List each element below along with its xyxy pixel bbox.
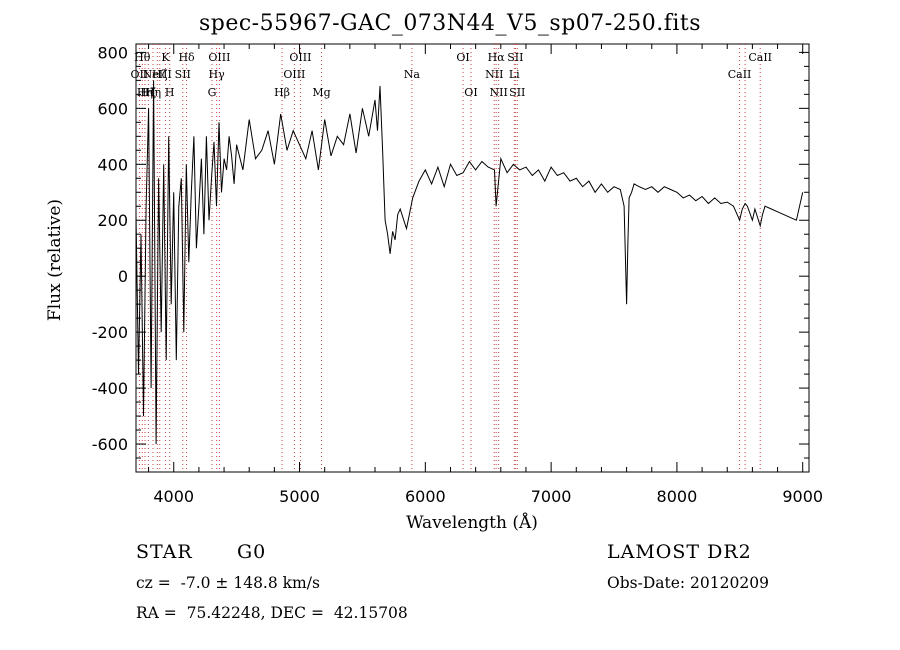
y-tick-label: -600 — [92, 435, 128, 454]
line-label: SII — [175, 68, 191, 81]
x-tick-label: 6000 — [405, 487, 446, 506]
x-tick-label: 7000 — [531, 487, 572, 506]
x-tick-label: 9000 — [782, 487, 823, 506]
coords-text: RA = 75.42248, DEC = 42.15708 — [136, 604, 408, 622]
y-tick-label: 800 — [97, 43, 128, 62]
spectrum-line — [135, 80, 804, 445]
line-label: CaII — [728, 68, 752, 81]
x-tick-label: 5000 — [279, 487, 320, 506]
line-label: Hζ — [152, 68, 168, 81]
line-label: OIII — [289, 51, 311, 64]
y-axis-label: Flux (relative) — [45, 199, 65, 321]
line-label: Na — [404, 68, 421, 81]
line-label: G — [208, 86, 217, 99]
plot-frame — [135, 43, 810, 473]
line-label: Li — [509, 68, 520, 81]
object-subclass: G0 — [237, 541, 267, 563]
obs-date-text: Obs-Date: 20120209 — [607, 574, 769, 592]
y-tick-label: 600 — [97, 99, 128, 118]
survey-label: LAMOST DR2 — [607, 541, 752, 563]
spectral-line-markers — [138, 44, 761, 472]
redshift-text: cz = -7.0 ± 148.8 km/s — [136, 574, 320, 592]
y-tick-label: 0 — [118, 267, 128, 286]
x-tick-label: 4000 — [153, 487, 194, 506]
x-axis-label: Wavelength (Å) — [406, 512, 538, 533]
line-label: K — [161, 51, 170, 64]
line-label: Hβ — [274, 86, 290, 99]
line-label: NeIII — [143, 68, 172, 81]
line-label: OI — [456, 51, 469, 64]
line-label: H — [165, 86, 175, 99]
line-label: Hγ — [209, 68, 226, 81]
y-tick-label: 200 — [97, 211, 128, 230]
line-label: OI — [464, 86, 477, 99]
line-label: OIII — [283, 68, 305, 81]
object-class: STAR — [136, 541, 193, 563]
line-label: Mg — [312, 86, 330, 99]
line-label: Hα — [488, 51, 506, 64]
line-label: Hζ — [141, 86, 157, 99]
line-label: OIII — [208, 51, 230, 64]
line-label: Hη — [145, 86, 161, 99]
spectrum-series — [135, 80, 804, 445]
line-label: CaII — [748, 51, 772, 64]
plot-border — [135, 43, 810, 473]
line-label: Hθ — [134, 51, 151, 64]
x-tick-label: 8000 — [657, 487, 698, 506]
line-label: NII — [490, 86, 508, 99]
y-tick-label: -400 — [92, 379, 128, 398]
line-label: SII — [507, 51, 523, 64]
chart-title: spec-55967-GAC_073N44_V5_sp07-250.fits — [198, 11, 702, 36]
y-tick-label: -200 — [92, 323, 128, 342]
line-label: Hδ — [178, 51, 195, 64]
line-label: SII — [509, 86, 525, 99]
y-tick-label: 400 — [97, 155, 128, 174]
line-label: Hη — [137, 86, 153, 99]
line-label: NII — [485, 68, 503, 81]
line-label: OII — [131, 68, 149, 81]
axis-ticks: 4000 5000 6000 7000 8000 9000 -600 -400 -200 0 200… — [92, 43, 823, 506]
spectral-line-labels: OIIHθHηHζHηNeIIIHζKHSIIHδGHγOIIIHβOIIIOI… — [131, 51, 772, 99]
